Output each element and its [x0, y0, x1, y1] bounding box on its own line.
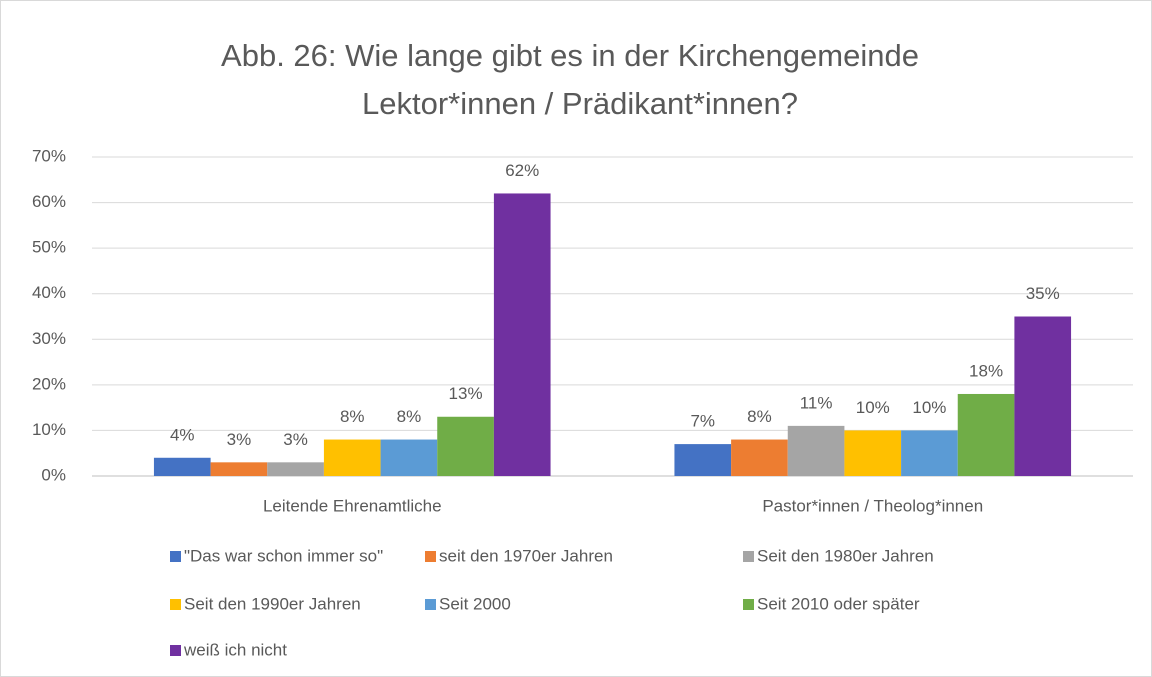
bar: [731, 439, 788, 476]
legend-label: seit den 1970er Jahren: [439, 546, 613, 565]
legend-label: weiß ich nicht: [183, 640, 287, 659]
legend-swatch: [425, 599, 436, 610]
bar: [267, 462, 324, 476]
y-tick-label: 10%: [32, 420, 66, 439]
legend-swatch: [170, 551, 181, 562]
value-label: 8%: [397, 407, 422, 426]
value-label: 35%: [1026, 284, 1060, 303]
value-label: 3%: [227, 430, 252, 449]
value-label: 4%: [170, 425, 195, 444]
value-label: 8%: [747, 407, 772, 426]
legend-label: Seit den 1980er Jahren: [757, 546, 934, 565]
value-label: 10%: [912, 398, 946, 417]
value-label: 10%: [856, 398, 890, 417]
value-label: 7%: [690, 412, 715, 431]
bar: [323, 439, 381, 476]
bar: [153, 457, 211, 476]
value-label: 18%: [969, 361, 1003, 380]
bar: [210, 462, 268, 476]
value-label: 3%: [283, 430, 308, 449]
y-tick-label: 20%: [32, 374, 66, 393]
y-tick-label: 60%: [32, 192, 66, 211]
bar: [787, 425, 845, 476]
bar: [380, 439, 438, 476]
value-label: 62%: [505, 161, 539, 180]
value-label: 13%: [449, 384, 483, 403]
chart-title: Abb. 26: Wie lange gibt es in der Kirche…: [221, 38, 919, 73]
bar: [674, 444, 732, 476]
value-label: 11%: [800, 393, 833, 412]
legend-swatch: [743, 551, 754, 562]
legend-swatch: [425, 551, 436, 562]
legend-swatch: [170, 645, 181, 656]
bar: [493, 193, 551, 476]
bar: [844, 430, 902, 476]
legend-label: Seit den 1990er Jahren: [184, 594, 361, 613]
x-tick-label: Leitende Ehrenamtliche: [263, 496, 442, 515]
legend-label: Seit 2000: [439, 594, 511, 613]
bar: [437, 416, 494, 476]
y-tick-label: 70%: [32, 146, 66, 165]
y-tick-label: 30%: [32, 329, 66, 348]
legend-label: Seit 2010 oder später: [757, 594, 920, 613]
value-label: 8%: [340, 407, 365, 426]
y-tick-label: 50%: [32, 238, 66, 257]
legend-swatch: [743, 599, 754, 610]
chart-title: Lektor*innen / Prädikant*innen?: [362, 86, 798, 121]
x-tick-label: Pastor*innen / Theolog*innen: [762, 496, 983, 515]
bar: [1014, 316, 1072, 476]
y-tick-label: 40%: [32, 283, 66, 302]
legend-swatch: [170, 599, 181, 610]
bar: [901, 430, 958, 476]
legend-label: "Das war schon immer so": [184, 546, 383, 565]
bar: [957, 393, 1015, 476]
y-tick-label: 0%: [41, 465, 66, 484]
